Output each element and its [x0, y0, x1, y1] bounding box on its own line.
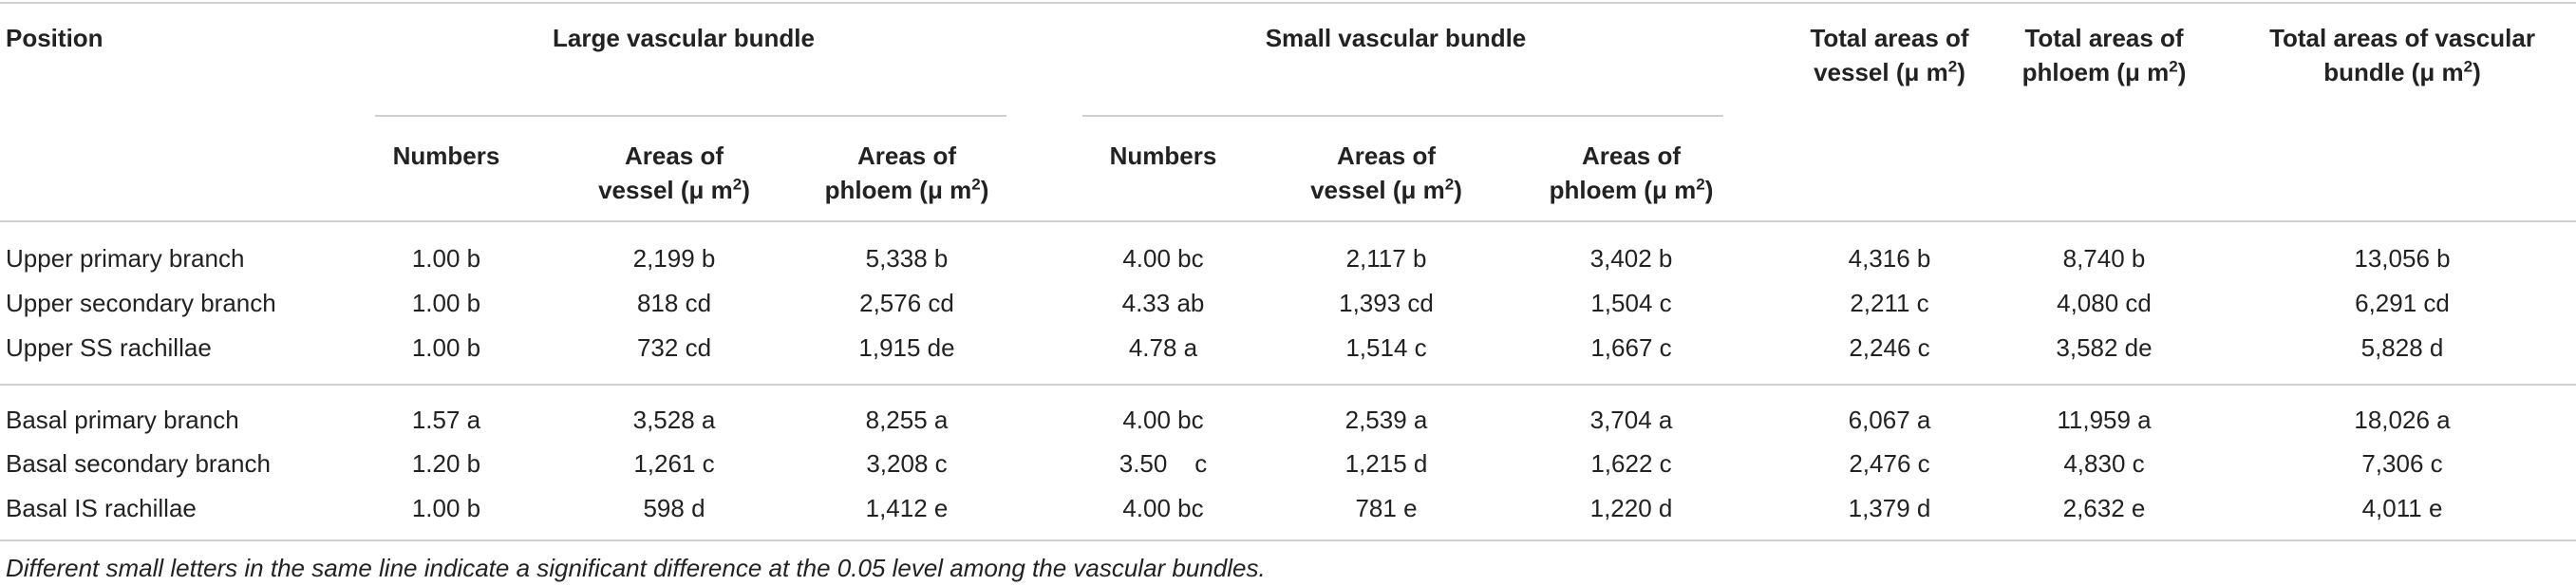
- large-numbers-cell: 1.00 b: [411, 494, 481, 522]
- small-phloem-cell: 1,504 c: [1590, 289, 1672, 317]
- position-cell: Upper SS rachillae: [6, 333, 212, 362]
- total-bundle-cell: 18,026 a: [2354, 406, 2451, 434]
- total-bundle-cell: 7,306 c: [2361, 449, 2443, 478]
- small-vessel-cell: 2,539 a: [1344, 406, 1428, 434]
- group-divider-rule: [0, 384, 2576, 386]
- large-numbers-cell: 1.57 a: [411, 406, 481, 434]
- header-bottom-rule: [0, 220, 2576, 222]
- position-cell: Basal secondary branch: [6, 449, 271, 478]
- small-phloem-cell: 1,667 c: [1590, 333, 1672, 362]
- total-bundle-header: Total areas of vascular bundle (μ m2): [2269, 24, 2535, 86]
- total-phloem-cell: 4,830 c: [2063, 449, 2145, 478]
- small-numbers-cell: 4.78 a: [1128, 333, 1198, 362]
- large-numbers-cell: 1.20 b: [411, 449, 481, 478]
- total-vessel-cell: 2,211 c: [1850, 289, 1929, 317]
- total-vessel-cell: 4,316 b: [1848, 244, 1931, 273]
- total-phloem-cell: 3,582 de: [2056, 333, 2153, 362]
- small-vessel-cell: 1,215 d: [1344, 449, 1428, 478]
- total-vessel-cell: 6,067 a: [1848, 406, 1931, 434]
- large-phloem-header: Areas of phloem (μ m2): [824, 142, 989, 204]
- small-vessel-cell: 1,393 cd: [1339, 289, 1434, 317]
- total-vessel-cell: 2,246 c: [1849, 333, 1930, 362]
- total-phloem-cell: 4,080 cd: [2057, 289, 2152, 317]
- table-top-rule: [0, 2, 2576, 4]
- small-numbers-cell: 4.00 bc: [1122, 244, 1204, 273]
- large-vessel-cell: 598 d: [643, 494, 705, 522]
- total-phloem-cell: 2,632 e: [2062, 494, 2146, 522]
- small-bundle-header: Small vascular bundle: [1265, 24, 1527, 52]
- total-phloem-cell: 8,740 b: [2062, 244, 2146, 273]
- small-numbers-cell: 4.00 bc: [1122, 494, 1204, 522]
- table-footnote: Different small letters in the same line…: [6, 554, 1266, 582]
- small-numbers-cell: 3.50 c: [1119, 449, 1208, 478]
- large-vessel-cell: 1,261 c: [633, 449, 715, 478]
- large-group-rule: [375, 115, 1006, 117]
- small-vessel-cell: 781 e: [1355, 494, 1418, 522]
- position-cell: Upper primary branch: [6, 244, 245, 273]
- large-vessel-header: Areas of vessel (μ m2): [598, 142, 750, 204]
- small-phloem-cell: 1,220 d: [1589, 494, 1673, 522]
- large-numbers-cell: 1.00 b: [411, 333, 481, 362]
- total-bundle-cell: 6,291 cd: [2355, 289, 2450, 317]
- position-header: Position: [6, 24, 103, 52]
- large-numbers-cell: 1.00 b: [411, 244, 481, 273]
- position-cell: Basal primary branch: [6, 406, 239, 434]
- large-phloem-cell: 8,255 a: [865, 406, 949, 434]
- large-phloem-cell: 2,576 cd: [859, 289, 954, 317]
- large-phloem-cell: 1,915 de: [858, 333, 955, 362]
- small-numbers-header: Numbers: [1109, 142, 1217, 170]
- large-phloem-cell: 5,338 b: [865, 244, 949, 273]
- large-phloem-cell: 1,412 e: [865, 494, 949, 522]
- small-phloem-header: Areas of phloem (μ m2): [1549, 142, 1714, 204]
- large-numbers-cell: 1.00 b: [411, 289, 481, 317]
- small-vessel-cell: 2,117 b: [1345, 244, 1427, 273]
- total-phloem-cell: 11,959 a: [2057, 406, 2152, 434]
- small-numbers-cell: 4.33 ab: [1121, 289, 1205, 317]
- total-vessel-header: Total areas of vessel (μ m2): [1810, 24, 1969, 86]
- total-bundle-cell: 4,011 e: [2361, 494, 2443, 522]
- position-cell: Upper secondary branch: [6, 289, 276, 317]
- small-phloem-cell: 1,622 c: [1590, 449, 1672, 478]
- large-vessel-cell: 3,528 a: [632, 406, 716, 434]
- small-vessel-header: Areas of vessel (μ m2): [1310, 142, 1462, 204]
- large-phloem-cell: 3,208 c: [866, 449, 948, 478]
- total-bundle-cell: 5,828 d: [2360, 333, 2444, 362]
- large-vessel-cell: 2,199 b: [632, 244, 716, 273]
- small-phloem-cell: 3,704 a: [1589, 406, 1673, 434]
- total-vessel-cell: 1,379 d: [1848, 494, 1931, 522]
- total-bundle-cell: 13,056 b: [2354, 244, 2451, 273]
- large-bundle-header: Large vascular bundle: [553, 24, 815, 52]
- total-vessel-cell: 2,476 c: [1849, 449, 1930, 478]
- small-numbers-cell: 4.00 bc: [1122, 406, 1204, 434]
- large-vessel-cell: 732 cd: [636, 333, 712, 362]
- large-vessel-cell: 818 cd: [636, 289, 712, 317]
- large-numbers-header: Numbers: [392, 142, 500, 170]
- total-phloem-header: Total areas of phloem (μ m2): [2021, 24, 2187, 86]
- position-cell: Basal IS rachillae: [6, 494, 197, 522]
- small-vessel-cell: 1,514 c: [1345, 333, 1427, 362]
- small-phloem-cell: 3,402 b: [1589, 244, 1673, 273]
- small-group-rule: [1082, 115, 1723, 117]
- table-bottom-rule: [0, 539, 2576, 541]
